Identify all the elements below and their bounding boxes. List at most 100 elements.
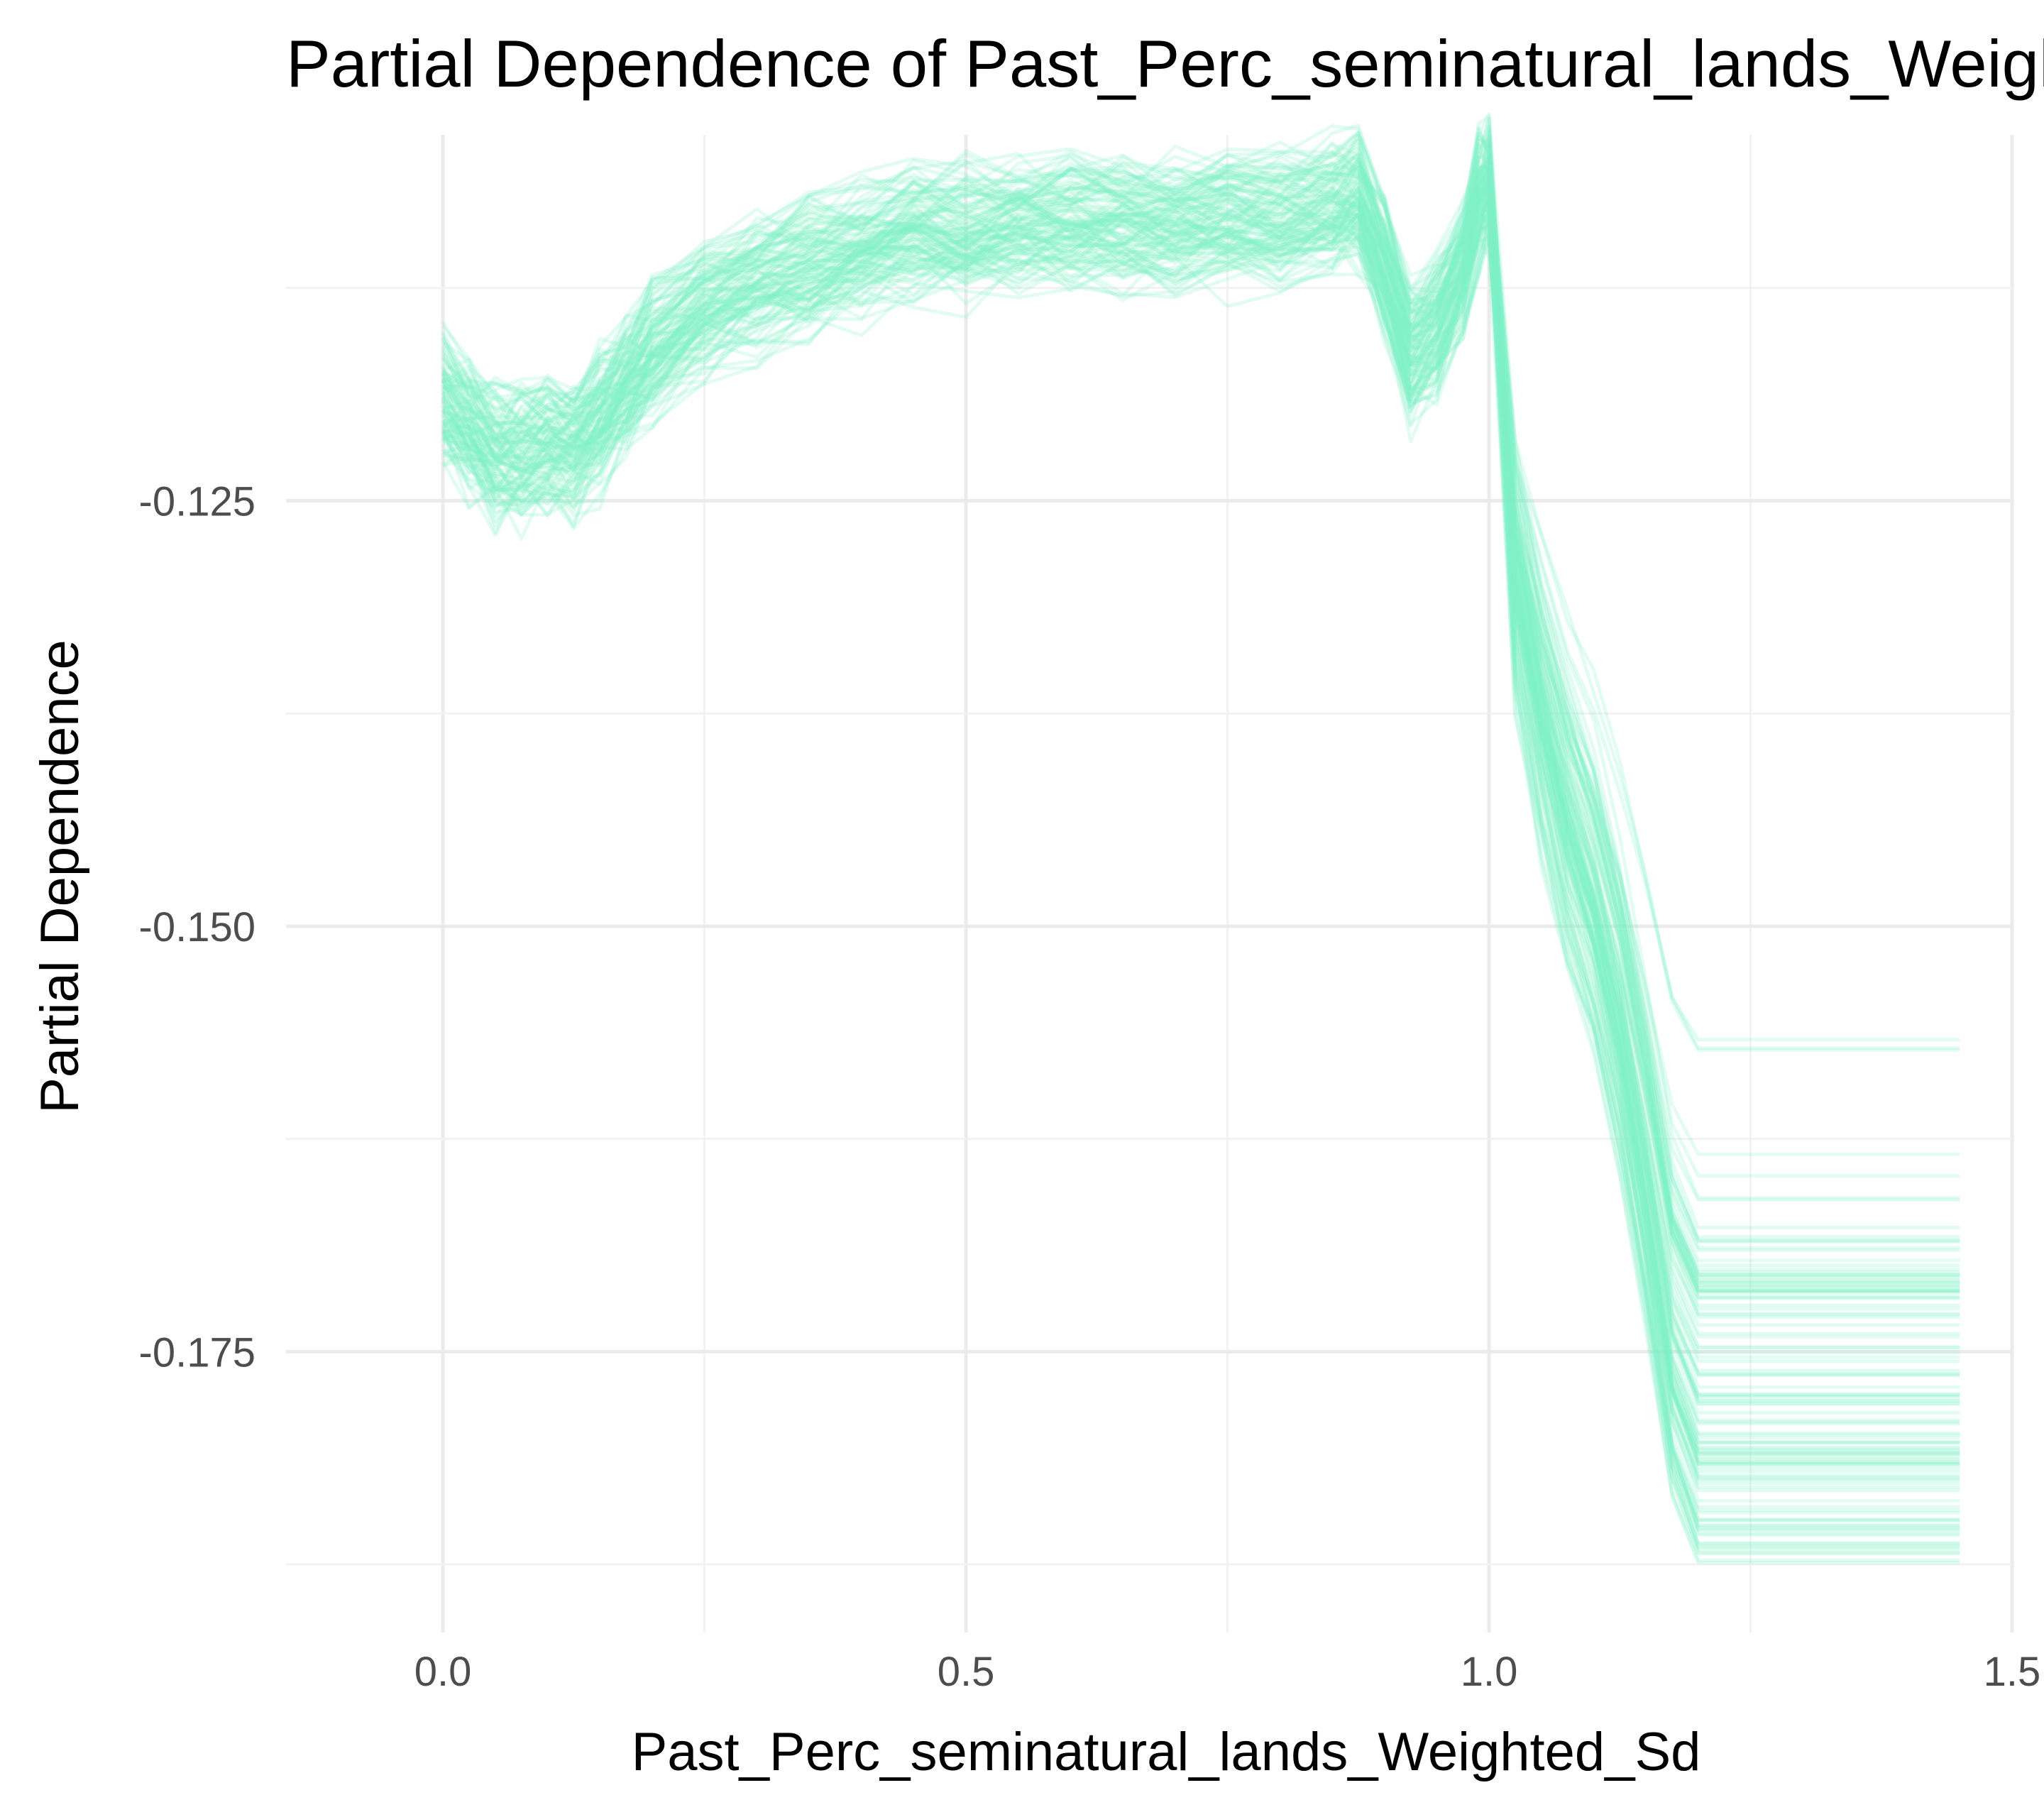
y-tick-label: -0.150 (139, 904, 256, 950)
ice-curve (441, 196, 1960, 1522)
ice-curve (441, 190, 1960, 1178)
ice-curve (441, 153, 1960, 1293)
ice-curve (443, 215, 1960, 1522)
ice-curve (442, 191, 1960, 1503)
ice-curve (442, 174, 1960, 1278)
ice-curve (441, 215, 1960, 1277)
ice-curve (441, 184, 1960, 1243)
ice-curve (441, 126, 1960, 1403)
ice-curve (441, 218, 1960, 1461)
ice-curve (441, 212, 1960, 1562)
ice-curve (441, 143, 1960, 1285)
ice-curve (441, 188, 1960, 1536)
ice-curve (442, 238, 1960, 1339)
ice-curve (441, 136, 1960, 1528)
ice-curve (441, 197, 1960, 1377)
ice-curve (441, 141, 1960, 1293)
ice-curve (441, 133, 1960, 1289)
ice-curve (441, 180, 1960, 1311)
ice-curve (441, 133, 1960, 1444)
curves (441, 112, 1960, 1564)
ice-curve (441, 138, 1960, 1354)
ice-curve (442, 217, 1960, 1415)
ice-curve (441, 224, 1960, 1548)
ice-curve (441, 124, 1960, 1292)
ice-curve (441, 126, 1960, 1444)
x-tick-label: 1.0 (1461, 1649, 1518, 1695)
ice-curve (442, 168, 1960, 1285)
ice-curve (441, 136, 1960, 1481)
ice-curve (441, 177, 1960, 1363)
ice-curve (441, 170, 1960, 1437)
ice-curve (442, 211, 1960, 1556)
ice-curve (441, 177, 1960, 1402)
ice-curve (441, 219, 1960, 1564)
ice-curve (441, 168, 1960, 1300)
ice-curve (441, 126, 1960, 1454)
ice-curve (441, 203, 1960, 1530)
ice-curve (441, 225, 1960, 1156)
ice-curve (441, 186, 1960, 1050)
ice-curve (441, 175, 1960, 1242)
ice-curve (441, 158, 1960, 1359)
ice-curve (441, 165, 1960, 1288)
ice-curve (442, 237, 1960, 1527)
x-tick-label: 0.0 (414, 1649, 472, 1695)
ice-curve (441, 185, 1960, 1052)
chart-title: Partial Dependence of Past_Perc_seminatu… (286, 26, 2044, 101)
ice-curve (441, 232, 1960, 1202)
ice-curve (441, 178, 1960, 1478)
ice-curve (442, 202, 1960, 1239)
ice-curve (441, 183, 1960, 1489)
ice-curve (441, 124, 1960, 1445)
ice-curve (441, 150, 1960, 1349)
ice-curve (441, 212, 1960, 1317)
ice-curve (442, 137, 1960, 1439)
ice-curve (441, 161, 1960, 1252)
ice-curve (441, 184, 1960, 1549)
ice-curve (441, 192, 1960, 1466)
ice-curve (441, 131, 1960, 1377)
ice-curve (441, 157, 1960, 1537)
x-tick-label: 0.5 (938, 1649, 995, 1695)
ice-curve (441, 116, 1960, 1515)
ice-curve (441, 116, 1960, 1466)
ice-curve (441, 177, 1960, 1405)
ice-curve (442, 202, 1960, 1283)
ice-curve (441, 129, 1960, 1406)
ice-curve (442, 140, 1960, 1398)
ice-curve (442, 160, 1960, 1319)
ice-curve (441, 150, 1960, 1459)
ice-curve (441, 204, 1960, 1376)
grid (286, 135, 2014, 1632)
ice-curve (442, 162, 1960, 1272)
y-tick-labels: -0.125 -0.150 -0.175 (139, 479, 256, 1376)
ice-curve (441, 202, 1960, 1473)
ice-curve (442, 202, 1960, 1282)
ice-curve (441, 158, 1960, 1509)
ice-curve (441, 165, 1960, 1456)
ice-curve (441, 178, 1960, 1455)
ice-curve (442, 161, 1960, 1456)
ice-curve (441, 238, 1960, 1274)
ice-curve (441, 114, 1960, 1200)
ice-curve (441, 146, 1960, 1426)
ice-curve (441, 195, 1960, 1435)
x-axis-title: Past_Perc_seminatural_lands_Weighted_Sd (632, 1722, 1701, 1782)
ice-curve (441, 171, 1960, 1482)
ice-curve (441, 161, 1960, 1389)
ice-curve (441, 158, 1960, 1451)
ice-curve (441, 194, 1960, 1479)
ice-curve (441, 169, 1960, 1300)
ice-curve (441, 188, 1960, 1295)
ice-curve (442, 202, 1960, 1292)
ice-curve (441, 168, 1960, 1424)
ice-curve (441, 158, 1960, 1397)
ice-curve (442, 163, 1960, 1244)
ice-curve (441, 164, 1960, 1465)
ice-curve (441, 166, 1960, 1466)
y-tick-label: -0.125 (139, 479, 256, 525)
ice-curve (441, 140, 1960, 1452)
ice-curve (442, 177, 1960, 1470)
ice-curve (441, 157, 1960, 1229)
